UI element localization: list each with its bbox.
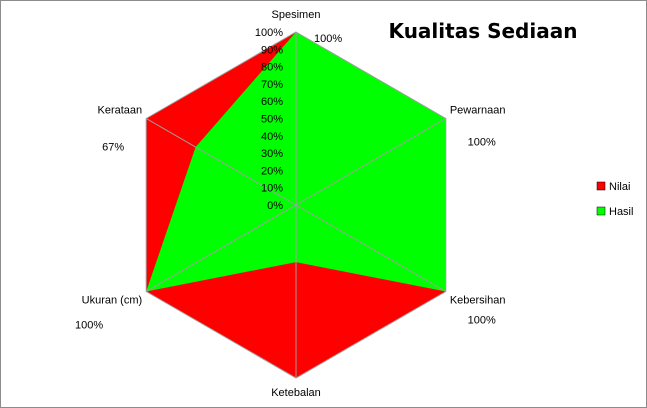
axis-label-3: Kebersihan	[450, 295, 506, 307]
radial-tick-label: 90%	[261, 44, 283, 56]
radar-spoke	[145, 118, 297, 206]
legend-label-hasil: Hasil	[609, 206, 633, 218]
radial-tick-label: 30%	[261, 148, 283, 160]
data-label-4: 33%	[346, 406, 368, 407]
radar-spoke	[145, 204, 297, 292]
radar-spoke	[295, 204, 447, 292]
radial-tick-label: 0%	[267, 200, 283, 212]
radial-tick-label: 50%	[261, 114, 283, 126]
data-label-2: 100%	[468, 137, 496, 149]
axis-label-5: Ukuran (cm)	[82, 295, 143, 307]
chart-title: Kualitas Sediaan	[389, 19, 578, 43]
data-label-1: 100%	[314, 33, 342, 45]
data-label-3: 100%	[468, 315, 496, 327]
radar-spoke	[295, 118, 447, 206]
axis-label-4: Ketebalan	[271, 387, 321, 399]
data-label-6: 67%	[102, 142, 124, 154]
axis-label-1: Spesimen	[272, 9, 321, 21]
radial-tick-label: 20%	[261, 165, 283, 177]
legend-swatch-nilai	[596, 181, 606, 191]
radial-tick-label: 10%	[261, 183, 283, 195]
legend-swatch-hasil	[596, 206, 606, 216]
radial-tick-label: 100%	[255, 27, 283, 39]
legend-label-nilai: Nilai	[609, 181, 630, 193]
radial-tick-label: 40%	[261, 131, 283, 143]
axis-label-2: Pewarnaan	[450, 105, 506, 117]
radial-tick-label: 60%	[261, 96, 283, 108]
radial-tick-label: 70%	[261, 79, 283, 91]
radial-tick-label: 80%	[261, 62, 283, 74]
axis-label-6: Kerataan	[98, 105, 143, 117]
data-label-5: 100%	[75, 320, 103, 332]
